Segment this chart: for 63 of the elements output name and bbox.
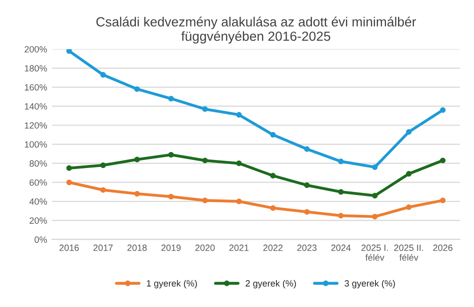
x-tick-label: 2020 bbox=[195, 244, 215, 251]
point bbox=[270, 172, 276, 178]
point bbox=[134, 191, 140, 197]
x-tick-label: 2022 bbox=[263, 244, 283, 251]
y-tick-label: 200% bbox=[24, 46, 47, 52]
x-tick-label: 2017 bbox=[94, 244, 113, 251]
legend-label: 1 gyerek (%) bbox=[146, 280, 197, 288]
y-tick-label: 100% bbox=[24, 141, 47, 148]
point bbox=[270, 132, 276, 138]
point bbox=[304, 209, 310, 215]
x-tick-label: 2019 bbox=[161, 244, 181, 251]
point bbox=[372, 192, 378, 198]
y-tick-label: 160% bbox=[24, 84, 47, 91]
point bbox=[168, 194, 174, 200]
point bbox=[372, 164, 378, 170]
y-tick-label: 140% bbox=[24, 103, 47, 110]
point bbox=[168, 96, 174, 102]
x-tick-label: 2026 bbox=[433, 244, 452, 251]
point bbox=[134, 86, 140, 92]
point bbox=[66, 49, 72, 54]
point bbox=[440, 107, 446, 113]
point bbox=[440, 158, 446, 164]
y-tick-label: 20% bbox=[30, 217, 47, 224]
point bbox=[168, 152, 174, 158]
y-tick-label: 80% bbox=[30, 160, 47, 167]
point bbox=[440, 198, 446, 204]
point bbox=[66, 180, 72, 186]
legend-label: 2 gyerek (%) bbox=[246, 280, 296, 288]
point bbox=[406, 129, 412, 135]
point bbox=[202, 158, 208, 164]
x-tick-label: 2024 bbox=[331, 244, 351, 251]
x-tick-label: 2018 bbox=[127, 244, 147, 251]
point bbox=[202, 198, 208, 204]
point bbox=[100, 72, 106, 78]
point bbox=[338, 189, 344, 195]
point bbox=[406, 204, 412, 210]
y-tick-label: 60% bbox=[30, 179, 47, 186]
x-tick-label: 2023 bbox=[297, 244, 317, 251]
point bbox=[372, 214, 378, 220]
point bbox=[338, 212, 344, 218]
point bbox=[406, 171, 412, 177]
y-tick-label: 0% bbox=[34, 236, 47, 243]
x-tick-label: 2025 I. félév bbox=[362, 244, 388, 261]
y-tick-label: 40% bbox=[29, 198, 47, 205]
x-tick-label: 2016 bbox=[60, 244, 79, 251]
x-tick-label: 2025 II. félév bbox=[394, 244, 424, 261]
point bbox=[304, 146, 310, 152]
y-tick-label: 120% bbox=[24, 122, 47, 129]
point bbox=[100, 187, 106, 193]
point bbox=[202, 106, 208, 112]
x-tick-label: 2021 bbox=[229, 244, 249, 251]
point bbox=[304, 182, 310, 188]
point bbox=[236, 198, 242, 204]
point bbox=[270, 205, 276, 211]
point bbox=[134, 156, 140, 162]
point bbox=[338, 158, 344, 164]
chart-title: Családi kedvezmény alakulása az adott évi minimálbér függvényében 2016-2025 bbox=[96, 16, 416, 44]
legend-label: 3 gyerek (%) bbox=[344, 280, 395, 288]
point bbox=[236, 160, 242, 166]
y-tick-label: 180% bbox=[24, 65, 47, 72]
point bbox=[66, 165, 72, 171]
point bbox=[236, 112, 242, 118]
point bbox=[100, 162, 106, 168]
